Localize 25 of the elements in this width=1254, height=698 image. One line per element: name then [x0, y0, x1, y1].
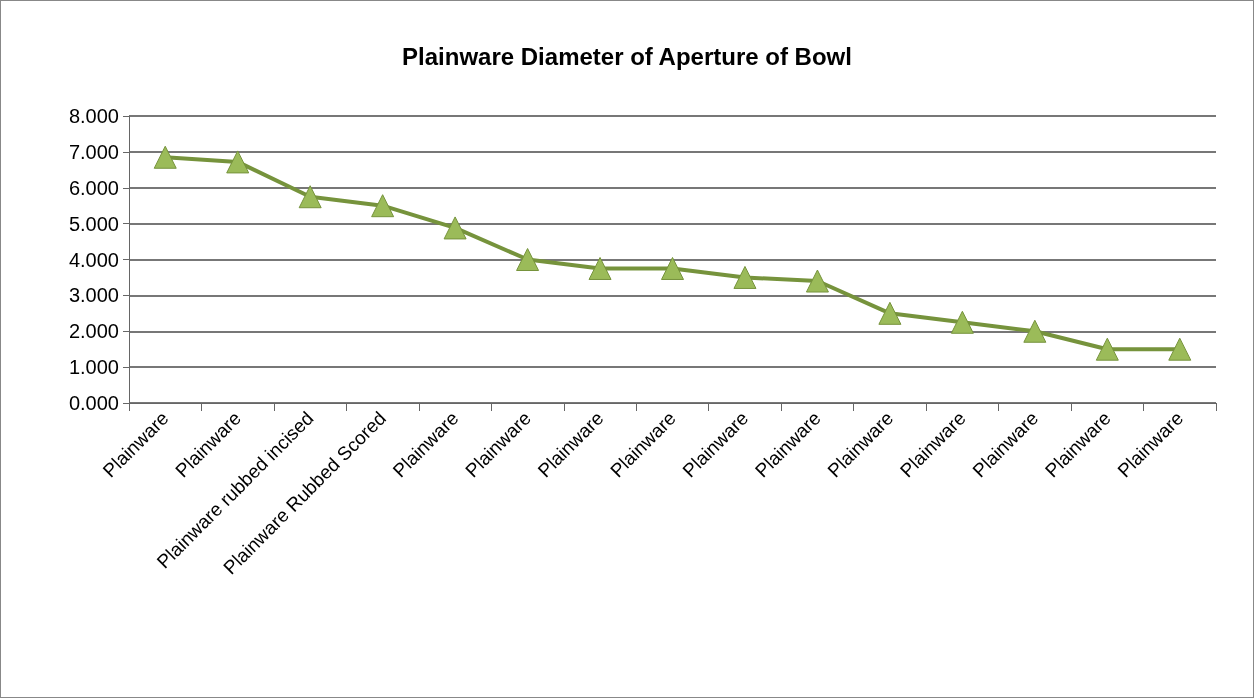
point: [516, 248, 540, 271]
y-tick-label: 0.000: [68, 392, 119, 414]
point: [733, 265, 757, 289]
point: [661, 256, 684, 280]
point: [878, 301, 902, 325]
y-tick-label: 3.000: [68, 284, 119, 307]
point: [226, 150, 250, 174]
y-tick-label: 8.000: [68, 105, 119, 127]
y-tick-label: 1.000: [68, 356, 119, 379]
point: [153, 145, 177, 169]
point: [1168, 337, 1192, 361]
point: [298, 185, 322, 209]
y-tick-label: 7.000: [68, 140, 119, 163]
y-tick-label: 5.000: [68, 212, 119, 235]
point: [805, 269, 829, 293]
point: [1095, 337, 1119, 361]
y-tick-label: 2.000: [68, 320, 119, 343]
point: [443, 216, 467, 240]
y-tick-label: 4.000: [68, 248, 119, 271]
point: [950, 310, 974, 334]
y-tick-label: 6.000: [68, 176, 119, 199]
point: [588, 256, 612, 280]
point: [371, 194, 395, 218]
chart-title: Plainware Diameter of Aperture of Bowl: [402, 42, 852, 70]
point: [1023, 319, 1047, 343]
